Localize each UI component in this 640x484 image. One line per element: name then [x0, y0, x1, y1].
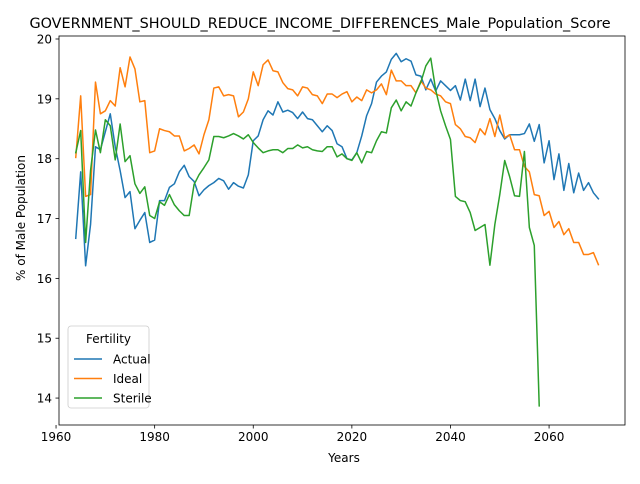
legend: Fertility Actual Ideal Sterile — [67, 325, 152, 409]
series-lines — [74, 52, 600, 407]
axis-ticks: 1960 1980 2000 2020 2040 2060 14 15 16 17 18 19 20 — [37, 32, 565, 444]
x-tick-label: 2060 — [534, 430, 565, 444]
y-axis-label: % of Male Population — [14, 155, 28, 281]
series-line-actual — [74, 52, 600, 267]
legend-box — [67, 325, 150, 409]
legend-items: Actual Ideal Sterile — [74, 353, 152, 406]
legend-title: Fertility — [86, 332, 131, 346]
series-line-ideal — [74, 56, 600, 266]
x-tick-label: 1980 — [139, 430, 170, 444]
x-axis-label: Years — [327, 451, 360, 465]
series-line-sterile — [74, 57, 540, 407]
y-tick-label: 16 — [37, 272, 52, 286]
axes-frame — [58, 35, 626, 426]
x-tick-label: 2000 — [238, 430, 269, 444]
chart-title: GOVERNMENT_SHOULD_REDUCE_INCOME_DIFFEREN… — [29, 16, 610, 32]
y-tick-label: 20 — [37, 32, 52, 46]
x-tick-label: 1960 — [41, 430, 72, 444]
legend-label-sterile: Sterile — [113, 392, 152, 406]
y-tick-label: 17 — [37, 212, 52, 226]
y-tick-label: 14 — [37, 392, 52, 406]
y-tick-label: 19 — [37, 92, 52, 106]
legend-label-actual: Actual — [113, 353, 151, 367]
y-tick-label: 15 — [37, 332, 52, 346]
legend-label-ideal: Ideal — [113, 372, 142, 386]
x-tick-label: 2040 — [435, 430, 466, 444]
x-tick-label: 2020 — [337, 430, 368, 444]
y-tick-label: 18 — [37, 152, 52, 166]
